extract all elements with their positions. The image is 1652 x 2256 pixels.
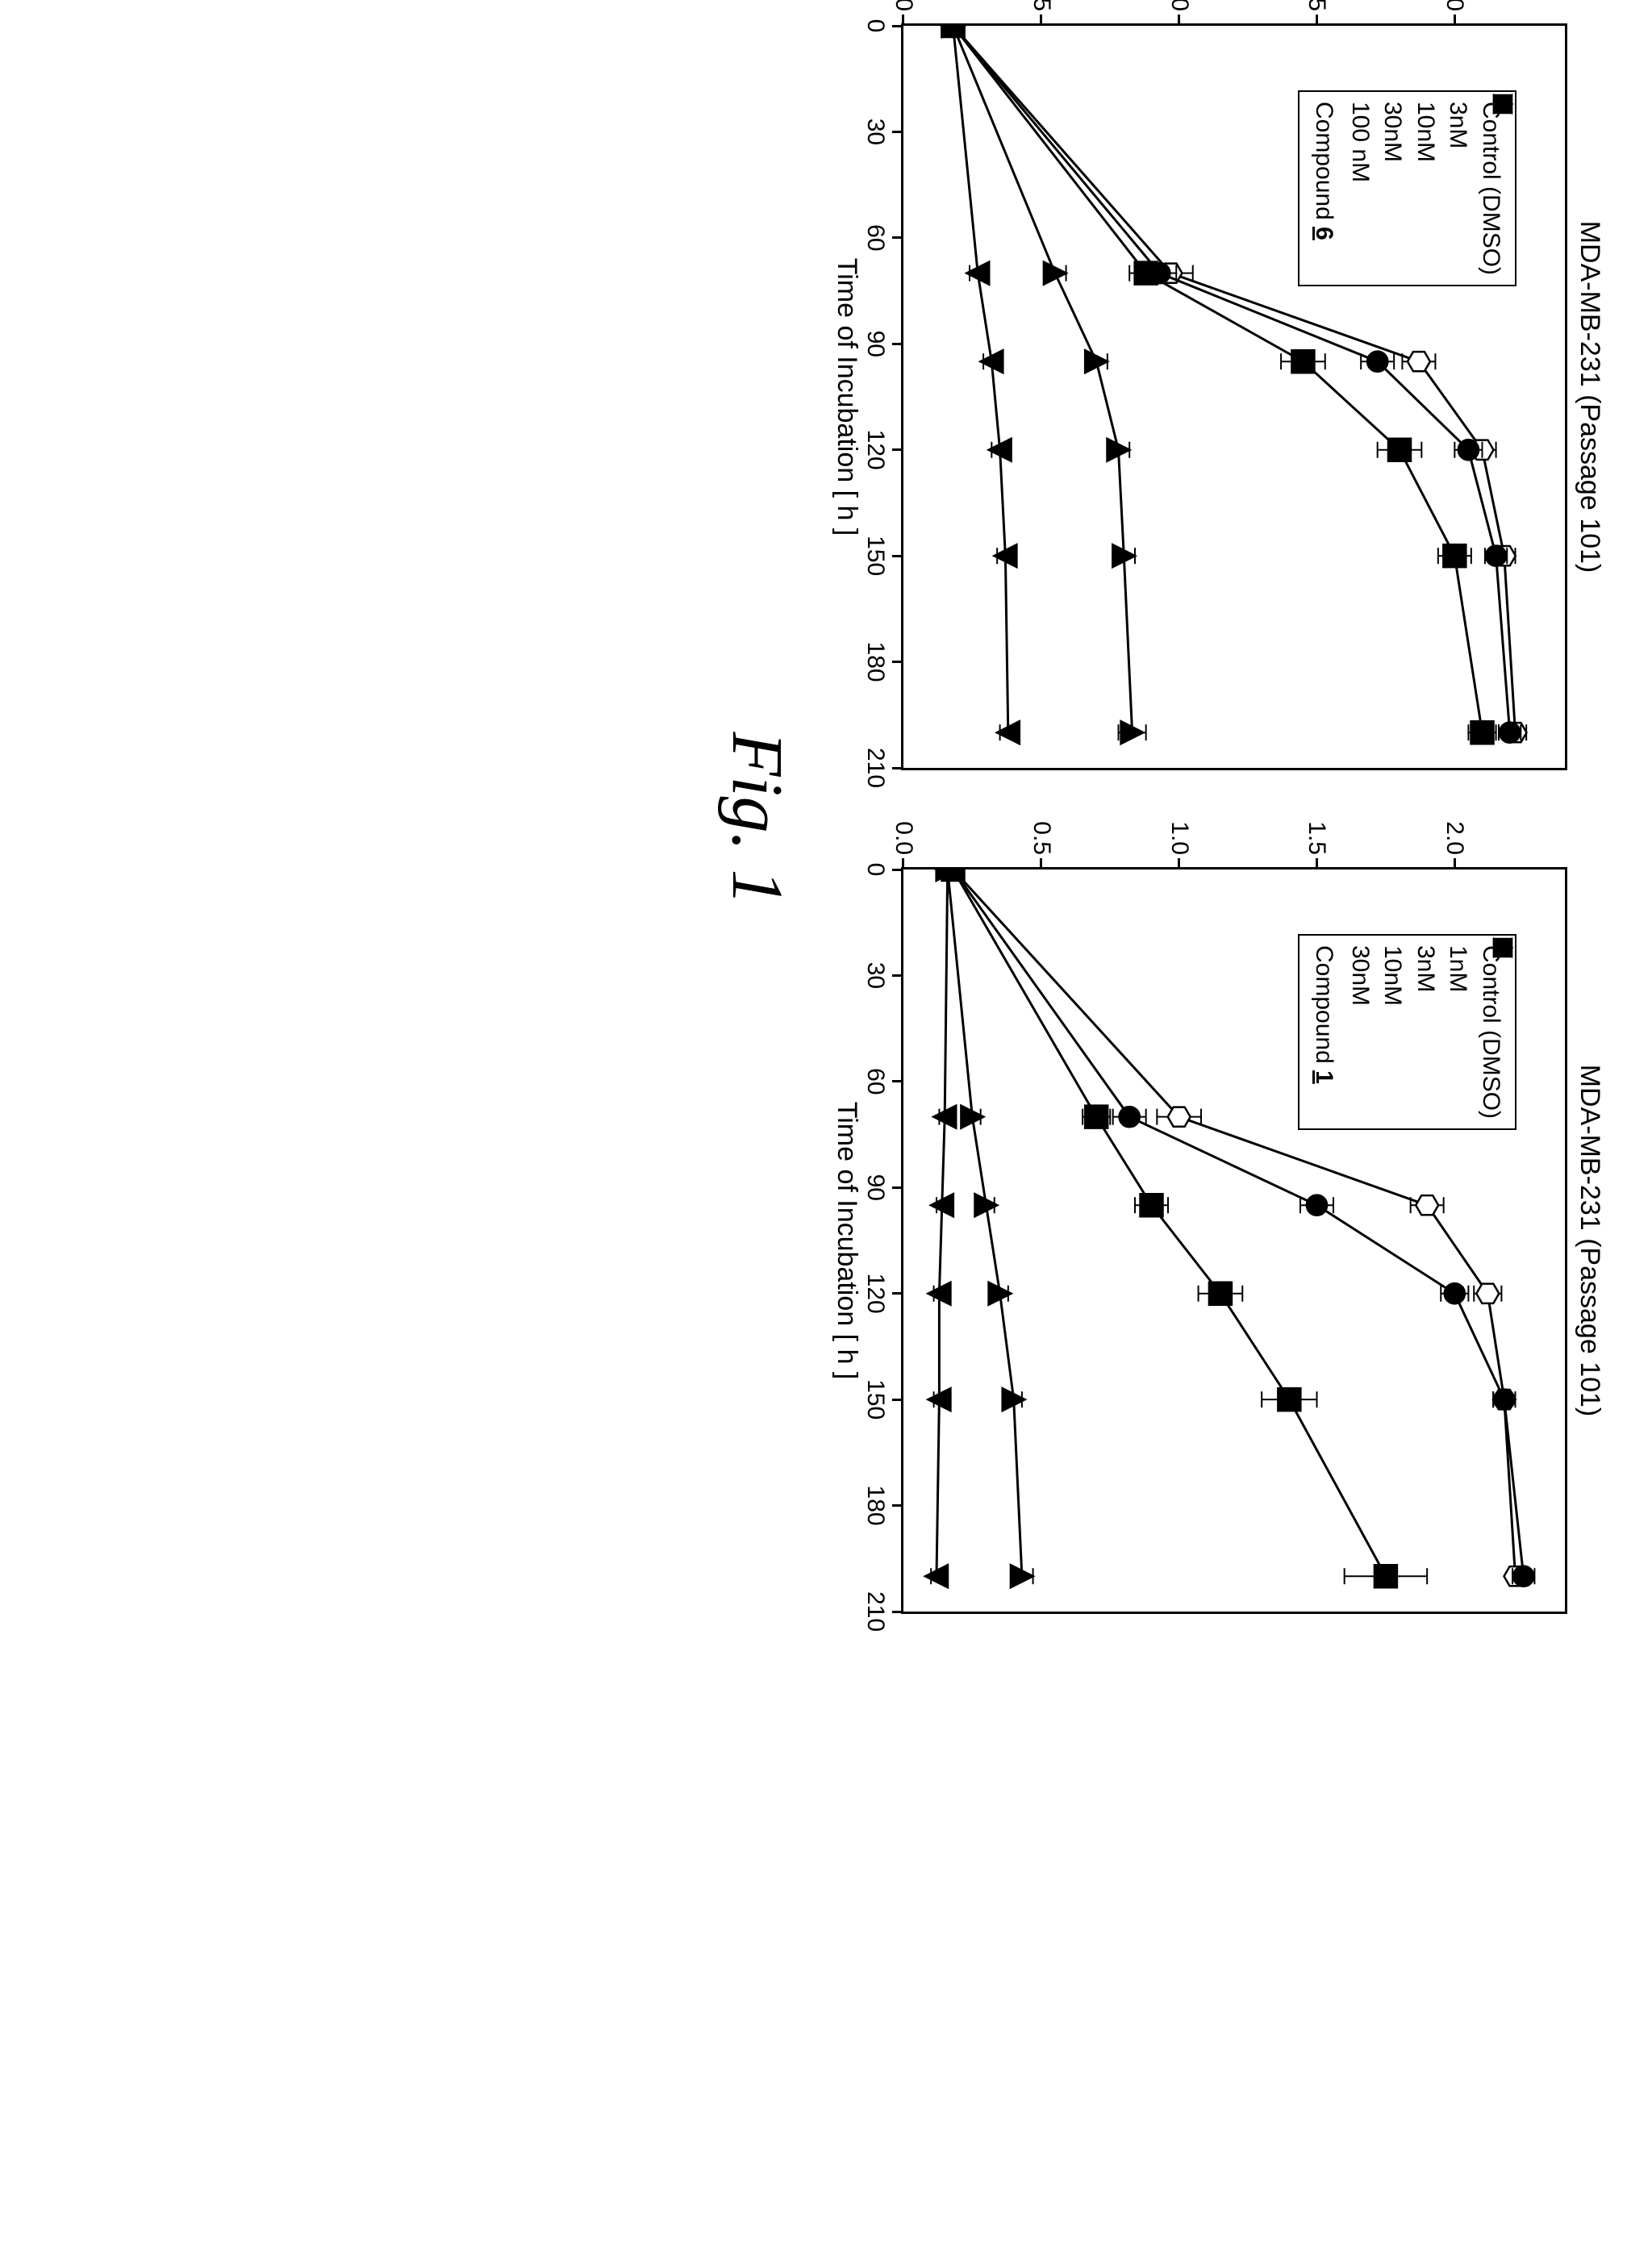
x-tick-label: 30 [861,962,889,989]
y-tick-label: 0.0 [890,0,917,11]
x-tick-label: 210 [861,748,889,788]
page: MDA-MB-231 (Passage 101) Absorbance 578 … [0,0,1652,2256]
legend-label: 10nM [1409,102,1442,162]
legend-label: 30nM [1344,945,1377,1006]
x-tick-label: 180 [861,642,889,682]
legend-item: 10nM [1376,945,1409,1119]
figure-label: Fig. 1 [715,65,799,1573]
y-tick-label: 0.5 [1028,821,1055,855]
legend-item: 3nM [1409,945,1442,1119]
panel-row: MDA-MB-231 (Passage 101) Absorbance 578 … [831,65,1605,1573]
legend-caption: Compound 6 [1308,102,1341,275]
y-tick-label: 1.5 [1304,0,1331,11]
x-tick-label: 30 [861,119,889,145]
legend-label: 3nM [1409,945,1442,992]
plot-area: 0.00.51.01.52.00306090120150180210Contro… [901,867,1567,1614]
legend-item: 10nM [1409,102,1442,275]
panel-left: MDA-MB-231 (Passage 101) Absorbance 578 … [831,23,1605,770]
figure-wrapper: MDA-MB-231 (Passage 101) Absorbance 578 … [0,65,1605,1573]
legend-item: 100 nM [1344,102,1377,275]
legend-item: Control (DMSO) [1475,945,1508,1119]
x-tick-label: 150 [861,536,889,576]
legend: Control (DMSO)3nM10nM30nM100 nMCompound … [1298,90,1516,286]
y-tick-label: 1.0 [1166,821,1193,855]
legend-item: Control (DMSO) [1475,102,1508,275]
legend-item: 30nM [1376,102,1409,275]
plot-area: 0.00.51.01.52.00306090120150180210Contro… [901,23,1567,770]
x-axis-label: Time of Incubation [ h ] [831,867,862,1614]
y-tick-label: 2.0 [1441,821,1468,855]
legend-label: 10nM [1376,945,1409,1006]
y-tick-label: 0.5 [1028,0,1055,11]
panel-right: MDA-MB-231 (Passage 101) Absorbance 578 … [831,867,1605,1614]
x-tick-label: 0 [861,19,889,33]
chart-box: Absorbance 578 nm 0.00.51.01.52.00306090… [831,867,1567,1614]
legend-label: 1nM [1441,945,1475,992]
y-tick-label: 1.5 [1304,821,1331,855]
panel-title: MDA-MB-231 (Passage 101) [1574,1065,1605,1417]
panel-title: MDA-MB-231 (Passage 101) [1574,221,1605,573]
x-tick-label: 0 [861,863,889,877]
legend-caption: Compound 1 [1308,945,1341,1119]
y-tick-label: 2.0 [1441,0,1468,11]
x-tick-label: 90 [861,1174,889,1201]
legend-item: 1nM [1441,945,1475,1119]
x-tick-label: 60 [861,224,889,251]
legend-label: 3nM [1441,102,1475,148]
y-tick-label: 1.0 [1166,0,1193,11]
legend-item: 30nM [1344,945,1377,1119]
x-tick-label: 210 [861,1591,889,1632]
x-tick-label: 90 [861,331,889,357]
x-tick-label: 150 [861,1379,889,1420]
legend-label: 100 nM [1344,102,1377,182]
x-tick-label: 120 [861,1274,889,1314]
legend-label: 30nM [1376,102,1409,162]
legend: Control (DMSO)1nM3nM10nM30nMCompound 1 [1298,934,1516,1130]
x-tick-label: 120 [861,430,889,470]
y-tick-label: 0.0 [890,821,917,855]
x-tick-label: 180 [861,1486,889,1526]
x-tick-label: 60 [861,1068,889,1095]
chart-box: Absorbance 578 nm 0.00.51.01.52.00306090… [831,23,1567,770]
x-axis-label: Time of Incubation [ h ] [831,23,862,770]
legend-label: Control (DMSO) [1475,945,1508,1119]
legend-item: 3nM [1441,102,1475,275]
legend-label: Control (DMSO) [1475,102,1508,275]
